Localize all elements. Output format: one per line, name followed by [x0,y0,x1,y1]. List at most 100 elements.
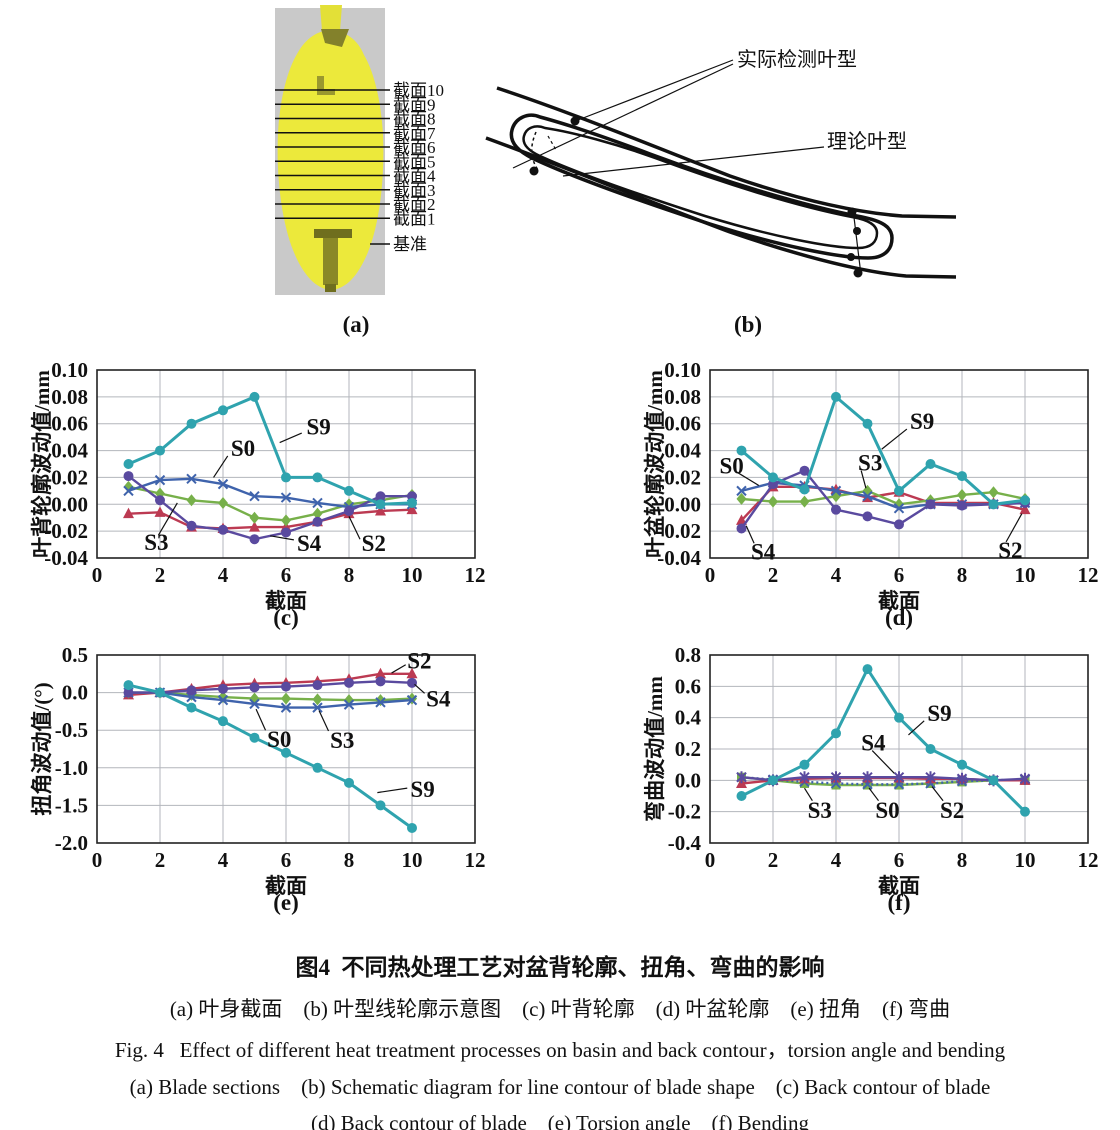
marker-x [736,485,747,497]
annotation-leader-S2 [1005,513,1023,543]
marker-circle [249,732,260,743]
marker-circle [123,680,134,691]
annotation-label-S3: S3 [808,798,832,823]
marker-circle [831,728,841,739]
marker-circle [312,762,323,773]
y-tick-label: -0.2 [668,800,701,824]
chart-bending: 0.8 0.6 0.4 0.2 0.0 -0.2 -0.40 2 4 6 8 10 12 弯曲波动值/mm… [643,643,1099,915]
x-tick-label: 10 [1015,563,1036,587]
marker-circle [988,499,999,510]
marker-diamond [736,492,747,505]
marker-circle [344,506,354,516]
y-axis-title: 叶盆轮廓波动值/mm [643,370,667,558]
x-tick-label: 10 [402,848,423,872]
marker-circle [249,391,260,402]
marker-asterisk [736,771,747,784]
annotation-leader-S4 [871,750,895,774]
caption-zh-title: 图4 不同热处理工艺对盆背轮廓、扭角、弯曲的影响 [295,955,825,980]
chart-letter: (f) [888,890,911,915]
x-tick-label: 6 [281,563,292,587]
x-tick-label: 12 [465,848,486,872]
marker-circle [957,500,967,511]
marker-circle [344,485,354,496]
marker-triangle [736,514,747,525]
annotation-leader-S9 [377,787,408,794]
series-line-S4 [741,775,1026,782]
marker-circle [957,471,967,482]
blade-mark-upper2 [317,89,335,95]
x-tick-label: 10 [402,563,423,587]
y-tick-label: 0.10 [664,358,701,382]
y-tick-label: 0.2 [675,737,701,761]
marker-circle [344,677,354,688]
marker-circle [831,504,841,515]
marker-triangle [123,507,134,519]
section-line-label: 截面4 [393,167,436,186]
datum-label: 基准 [393,235,427,254]
annotation-label-S9: S9 [410,777,434,802]
section-line-label: 截面7 [393,124,436,143]
y-tick-label: 0.02 [664,465,701,489]
annotation-leader-S3 [860,470,867,489]
series-line-S0 [128,477,412,509]
annotation-label-S2: S2 [407,648,431,673]
marker-diamond [218,496,228,509]
annotation-label-S3: S3 [144,530,168,555]
series-line-S9 [128,683,413,830]
annotation-leader-S4 [414,683,426,694]
marker-square [831,780,841,790]
marker-circle [768,775,778,786]
marker-asterisk [862,771,873,784]
theoretical-profile-label: 理论叶型 [827,130,907,153]
x-tick-label: 4 [218,848,229,872]
marker-circle [736,523,747,534]
x-tick-label: 12 [1078,848,1099,872]
y-tick-label: 0.04 [51,439,88,463]
marker-circle [218,716,228,727]
marker-circle [375,491,386,502]
section-line-label: 截面6 [393,138,436,157]
annotation-leader-S0 [868,787,880,802]
blade-silhouette [277,5,384,292]
chart-torsion-angle: 0.5 0.0 -0.5 -1.0 -1.5 -2.00 2 4 6 8 10 12 扭角波动值/(°)… [30,643,486,915]
y-tick-label: 0.06 [664,412,701,436]
marker-circle [799,484,810,495]
marker-x [862,491,873,502]
marker-circle [186,520,197,531]
section-line-label: 截面5 [393,152,436,171]
y-tick-label: -2.0 [55,831,88,855]
x-tick-label: 8 [344,563,355,587]
annotation-label-S9: S9 [927,701,951,726]
plot-border [96,654,476,844]
y-tick-label: 0.5 [62,643,88,667]
y-tick-label: -1.5 [55,793,88,817]
marker-asterisk [830,771,842,784]
chart-basin-contour: 0.10 0.08 0.06 0.040.02 0.00 -0.02 -0.040 2 4 6 8 1… [643,358,1099,630]
series-line-S4 [740,469,1026,530]
annotation-label-S0: S0 [231,436,255,461]
annotation-leader-S3 [803,787,813,802]
actual-profile-label: 实际检测叶型 [737,48,857,71]
marker-x [217,478,229,490]
marker-circle [925,744,936,754]
marker-asterisk [893,771,905,784]
marker-x [343,699,355,710]
y-tick-label: 0.6 [675,674,701,698]
marker-x [893,503,905,514]
marker-circle [281,472,291,483]
marker-circle [925,459,936,469]
annotation-leader-S3 [157,502,178,536]
marker-diamond [249,511,260,524]
actual-pressure-curve [485,136,957,279]
annotation-label-S0: S0 [267,727,291,752]
marker-circle [736,791,747,801]
y-tick-label: -0.02 [44,519,88,543]
marker-asterisk [956,772,968,785]
marker-circle [312,516,323,527]
marker-triangle [406,503,418,515]
marker-circle [312,472,323,483]
marker-circle [186,685,197,696]
annotation-label-S4: S4 [751,539,776,564]
marker-circle [375,676,386,687]
caption-zh-subpanels: (a) 叶身截面 (b) 叶型线轮廓示意图 (c) 叶背轮廓 (d) 叶盆轮廓 … [169,997,951,1021]
